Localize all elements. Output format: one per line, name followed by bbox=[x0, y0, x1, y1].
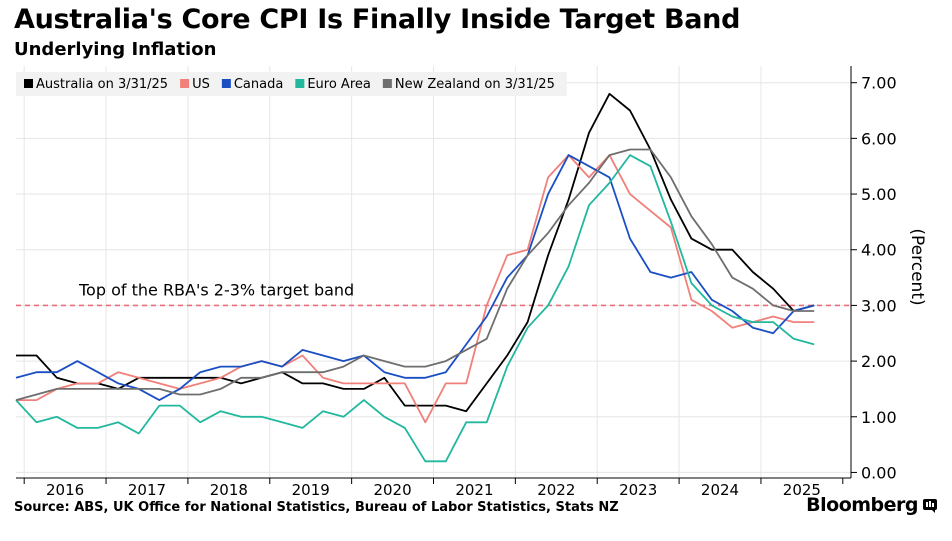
x-tick-label: 2021 bbox=[455, 481, 493, 499]
x-tick-label: 2025 bbox=[783, 481, 821, 499]
legend-background bbox=[16, 72, 567, 96]
source-note: Source: ABS, UK Office for National Stat… bbox=[14, 500, 619, 515]
y-axis-label: (Percent) bbox=[907, 228, 927, 305]
y-tick-label: 5.00 bbox=[861, 185, 897, 204]
series-line-australia-on-3-31-25 bbox=[16, 92, 815, 413]
series-line-euro-area bbox=[15, 154, 815, 463]
chart-subtitle: Underlying Inflation bbox=[14, 39, 217, 60]
x-tick-label: 2018 bbox=[210, 481, 248, 499]
series-lines bbox=[15, 92, 815, 463]
legend-swatch bbox=[295, 79, 305, 88]
x-tick-label: 2023 bbox=[619, 481, 657, 499]
x-tick-label: 2022 bbox=[537, 481, 575, 499]
legend-swatch bbox=[382, 79, 392, 88]
bloomberg-logo: Bloomberg bbox=[806, 494, 918, 516]
legend-label: New Zealand on 3/31/25 bbox=[395, 77, 555, 92]
x-tick-label: 2024 bbox=[701, 481, 739, 499]
legend-swatch bbox=[221, 79, 231, 88]
target-band-label: Top of the RBA's 2-3% target band bbox=[78, 280, 354, 299]
legend-label: Australia on 3/31/25 bbox=[36, 77, 168, 92]
x-tick-label: 2019 bbox=[292, 481, 330, 499]
y-tick-label: 7.00 bbox=[861, 74, 897, 93]
x-tick-label: 2016 bbox=[46, 481, 84, 499]
legend: Australia on 3/31/25 US Canada Euro Area New… bbox=[16, 72, 567, 96]
series-line-new-zealand-on-3-31-25 bbox=[15, 148, 815, 401]
y-tick-label: 4.00 bbox=[861, 241, 897, 260]
series-line-canada bbox=[15, 154, 815, 402]
bloomberg-terminal-icon bbox=[923, 499, 937, 513]
x-tick-label: 2020 bbox=[373, 481, 411, 499]
y-tick-label: 0.00 bbox=[861, 463, 897, 482]
gridlines bbox=[16, 66, 851, 478]
chart-title: Australia's Core CPI Is Finally Inside T… bbox=[14, 4, 741, 35]
legend-swatch bbox=[24, 79, 33, 88]
y-tick-label: 2.00 bbox=[861, 352, 897, 371]
y-tick-label: 3.00 bbox=[861, 296, 897, 315]
y-tick-label: 6.00 bbox=[861, 129, 897, 148]
x-tick-label: 2017 bbox=[128, 481, 166, 499]
axes: 0.00 1.00 2.00 3.00 4.00 5.00 6.00 7.00 2016 2017… bbox=[16, 66, 927, 499]
y-tick-label: 1.00 bbox=[861, 408, 897, 427]
legend-label: US bbox=[192, 77, 210, 92]
legend-label: Euro Area bbox=[307, 77, 371, 92]
legend-swatch bbox=[180, 79, 190, 88]
series-line-us bbox=[16, 154, 815, 424]
legend-label: Canada bbox=[234, 77, 283, 92]
